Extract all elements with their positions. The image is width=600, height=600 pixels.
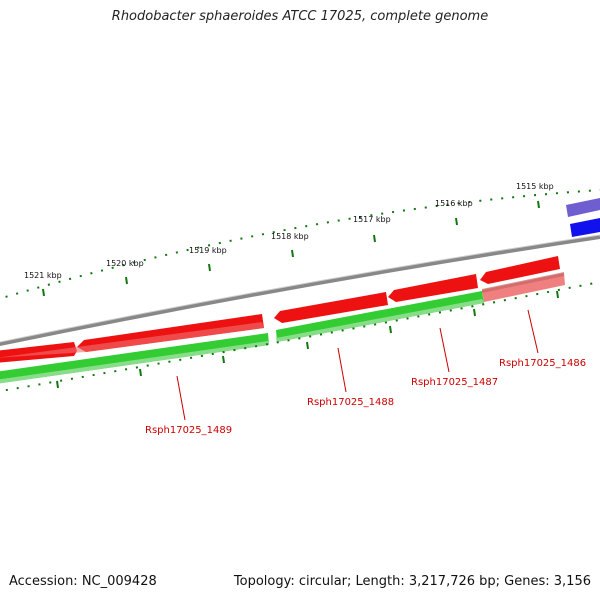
tick-label-1515: 1515 kbp <box>516 182 554 191</box>
gene-label-1489[interactable]: Rsph17025_1489 <box>145 425 232 436</box>
purple-feature <box>566 198 600 217</box>
gene-arrow-1488 <box>274 292 388 323</box>
gene-label-1486[interactable]: Rsph17025_1486 <box>499 358 586 369</box>
gene-arrow-1486 <box>480 256 560 284</box>
tick-label-1516: 1516 kbp <box>435 199 473 208</box>
gene-label-1487[interactable]: Rsph17025_1487 <box>411 377 498 388</box>
accession-text: Accession: NC_009428 <box>9 574 157 589</box>
backbone-ring <box>0 235 600 347</box>
tick-label-1519: 1519 kbp <box>189 246 227 255</box>
gene-arrows-red <box>0 256 560 363</box>
inner-major-ticks <box>56 290 559 389</box>
blue-feature <box>570 218 600 237</box>
highlight-feature <box>482 273 565 302</box>
gene-label-1488[interactable]: Rsph17025_1488 <box>307 397 394 408</box>
cds-band-green <box>0 272 565 384</box>
scale-ring-outer <box>0 189 600 300</box>
gene-arrow-1487 <box>388 274 478 302</box>
tick-label-1517: 1517 kbp <box>353 215 391 224</box>
tick-label-1518: 1518 kbp <box>271 232 309 241</box>
scale-ring-inner <box>0 281 600 393</box>
label-leaders <box>176 309 539 421</box>
tick-label-1520: 1520 kbp <box>106 259 144 268</box>
genome-summary-text: Topology: circular; Length: 3,217,726 bp… <box>233 574 591 589</box>
map-title: Rhodobacter sphaeroides ATCC 17025, comp… <box>111 9 489 24</box>
scale-major-ticks <box>42 200 540 297</box>
tick-label-1521: 1521 kbp <box>24 271 62 280</box>
